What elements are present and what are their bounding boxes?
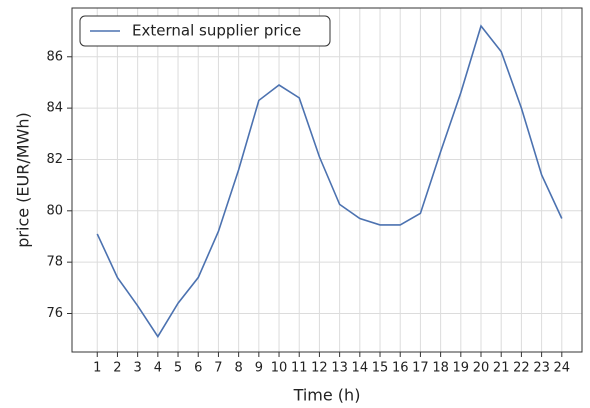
x-tick-label: 20 bbox=[473, 361, 490, 376]
x-tick-label: 16 bbox=[392, 361, 409, 376]
x-tick-label: 7 bbox=[214, 361, 222, 376]
x-tick-label: 3 bbox=[134, 361, 142, 376]
x-axis-label: Time (h) bbox=[293, 386, 361, 405]
x-tick-label: 14 bbox=[352, 361, 369, 376]
x-tick-label: 2 bbox=[113, 361, 121, 376]
y-tick-label: 76 bbox=[46, 306, 63, 321]
y-tick-label: 80 bbox=[46, 203, 63, 218]
x-tick-label: 6 bbox=[194, 361, 202, 376]
y-tick-label: 86 bbox=[46, 49, 63, 64]
x-tick-label: 17 bbox=[412, 361, 429, 376]
y-axis-label: price (EUR/MWh) bbox=[14, 112, 33, 247]
x-tick-label: 1 bbox=[93, 361, 101, 376]
x-tick-label: 15 bbox=[372, 361, 389, 376]
x-tick-label: 4 bbox=[154, 361, 162, 376]
x-tick-label: 23 bbox=[533, 361, 550, 376]
x-tick-label: 19 bbox=[453, 361, 470, 376]
x-tick-label: 10 bbox=[271, 361, 288, 376]
x-tick-label: 12 bbox=[311, 361, 328, 376]
x-tick-label: 22 bbox=[513, 361, 530, 376]
x-tick-label: 11 bbox=[291, 361, 308, 376]
x-tick-label: 21 bbox=[493, 361, 510, 376]
x-tick-label: 5 bbox=[174, 361, 182, 376]
y-tick-label: 82 bbox=[46, 152, 63, 167]
legend-box bbox=[79, 15, 331, 47]
plot-frame bbox=[71, 7, 583, 353]
line bbox=[96, 24, 563, 339]
x-tick-label: 8 bbox=[234, 361, 242, 376]
x-tick-label: 18 bbox=[432, 361, 449, 376]
y-tick-label: 78 bbox=[46, 255, 63, 270]
y-tick-label: 84 bbox=[46, 101, 63, 116]
legend-label: External supplier price bbox=[132, 22, 301, 40]
x-tick-label: 13 bbox=[331, 361, 348, 376]
x-tick-label: 24 bbox=[554, 361, 571, 376]
x-tick-label: 9 bbox=[255, 361, 263, 376]
